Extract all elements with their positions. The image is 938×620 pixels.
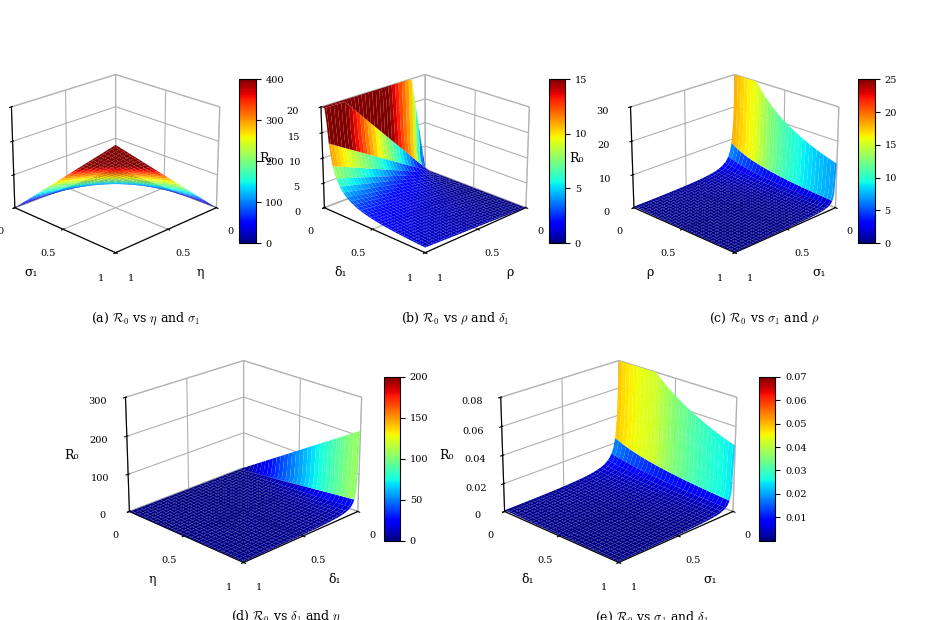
Y-axis label: δ₁: δ₁ — [334, 267, 347, 280]
Y-axis label: ρ: ρ — [646, 267, 654, 280]
X-axis label: σ₁: σ₁ — [704, 573, 717, 586]
Text: (d) $\mathcal{R}_0$ vs $\delta_1$ and $\eta$: (d) $\mathcal{R}_0$ vs $\delta_1$ and $\… — [231, 609, 341, 620]
X-axis label: σ₁: σ₁ — [812, 267, 826, 280]
X-axis label: ρ: ρ — [506, 267, 513, 280]
Y-axis label: δ₁: δ₁ — [521, 573, 534, 586]
Y-axis label: σ₁: σ₁ — [24, 267, 38, 280]
Text: (a) $\mathcal{R}_0$ vs $\eta$ and $\sigma_1$: (a) $\mathcal{R}_0$ vs $\eta$ and $\sigm… — [91, 311, 200, 327]
X-axis label: δ₁: δ₁ — [329, 573, 341, 586]
X-axis label: η: η — [196, 267, 204, 280]
Text: (c) $\mathcal{R}_0$ vs $\sigma_1$ and $\rho$: (c) $\mathcal{R}_0$ vs $\sigma_1$ and $\… — [709, 311, 820, 327]
Text: (e) $\mathcal{R}_0$ vs $\sigma_1$ and $\delta_1$: (e) $\mathcal{R}_0$ vs $\sigma_1$ and $\… — [595, 609, 709, 620]
Y-axis label: η: η — [148, 573, 156, 586]
Text: (b) $\mathcal{R}_0$ vs $\rho$ and $\delta_1$: (b) $\mathcal{R}_0$ vs $\rho$ and $\delt… — [401, 311, 509, 327]
